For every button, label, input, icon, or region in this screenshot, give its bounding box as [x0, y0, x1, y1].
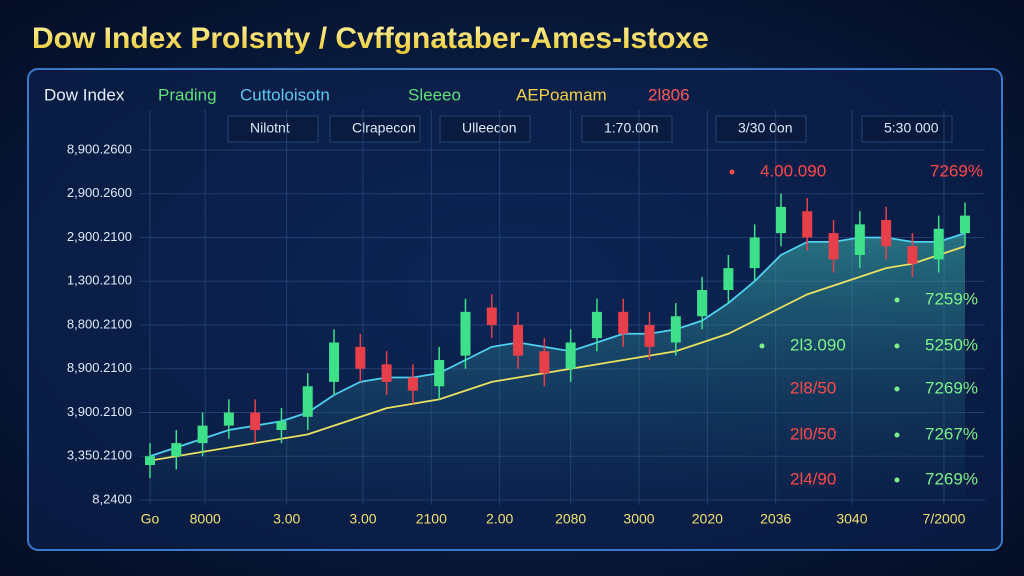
y-tick-label: 8,2400 — [92, 491, 132, 506]
x-tick-label: 3000 — [623, 511, 654, 527]
candle-body — [145, 456, 155, 465]
candle-body — [775, 206, 786, 234]
x-tick-label: Go — [141, 511, 160, 527]
header-label: 2l806 — [648, 85, 690, 104]
moving-average-line — [149, 245, 966, 462]
candle-body — [881, 220, 892, 247]
x-tick-label: 7/2000 — [923, 511, 966, 527]
candle-body — [197, 425, 208, 444]
annotation: 7267% — [925, 424, 978, 443]
candle-body — [223, 412, 234, 426]
candle-body — [644, 325, 655, 347]
annotation-dot — [729, 169, 735, 175]
candle-body — [381, 364, 392, 382]
area — [150, 233, 965, 500]
annotation: 7269% — [925, 469, 978, 488]
x-tick-label: 3.00 — [349, 511, 376, 527]
candle-body — [723, 268, 734, 290]
annotation-dot — [759, 343, 765, 349]
candle-body — [618, 311, 629, 334]
annotation: 2l3.090 — [790, 335, 846, 354]
y-tick-label: 3,350.2100 — [67, 448, 132, 463]
header-label: Sleeeo — [408, 85, 461, 104]
candle-body — [539, 351, 550, 374]
header-label: AEPoamam — [516, 85, 607, 104]
x-tick-label: 2100 — [416, 511, 447, 527]
subheader-label: Ulleecon — [462, 120, 516, 136]
subheader-label: 3/30 0on — [738, 120, 793, 136]
subheader-label: Clrapecon — [352, 120, 416, 136]
candle-body — [434, 360, 445, 387]
candle-body — [302, 386, 313, 417]
candle-body — [670, 316, 681, 343]
subheader-box — [861, 115, 953, 143]
candle-body — [697, 290, 708, 317]
candle-body — [907, 246, 918, 264]
y-tick-label: 8,900.2600 — [67, 141, 132, 156]
candle-body — [854, 224, 865, 255]
subheader-label: 1:70.00n — [604, 120, 659, 136]
candle-body — [276, 421, 287, 430]
y-tick-label: 3,900.2100 — [67, 404, 132, 419]
annotation: 2l8/50 — [790, 378, 836, 397]
subheader-box — [715, 115, 807, 143]
x-tick-label: 2036 — [760, 511, 791, 527]
y-tick-label: 8,900.2100 — [67, 360, 132, 375]
subheader-label: 5:30 000 — [884, 120, 939, 136]
subheader-box — [329, 115, 421, 143]
candle-body — [355, 346, 366, 369]
header-label: Prading — [158, 85, 217, 104]
annotation-dot — [894, 297, 900, 303]
subheader-label: Nilotnt — [250, 120, 290, 136]
plot: Dow Index Prading Cuttoloisotn Sleeeo AEPoam… — [44, 85, 985, 527]
chart-title: Dow Index Prolsnty / Cvffgnataber-Ames-I… — [32, 22, 709, 55]
annotation: 7269% — [925, 378, 978, 397]
candle-body — [407, 377, 418, 391]
header-label: Dow Index — [44, 85, 125, 104]
y-tick-label: 8,800.2100 — [67, 316, 132, 331]
y-tick-label: 2,900.2100 — [67, 229, 132, 244]
x-tick-label: 2080 — [555, 511, 586, 527]
candle-body — [513, 325, 524, 356]
annotation-dot — [894, 343, 900, 349]
candle-body — [828, 233, 839, 260]
subheader-box — [439, 115, 531, 143]
candle-body — [960, 215, 970, 234]
y-tick-label: 2,900.2600 — [67, 185, 132, 200]
annotation: 4.00.090 — [760, 161, 826, 180]
candle-body — [933, 228, 944, 260]
x-tick-label: 3040 — [836, 511, 867, 527]
annotation: 5250% — [925, 335, 978, 354]
annotation: 2l0/50 — [790, 424, 836, 443]
x-tick-label: 3.00 — [273, 511, 300, 527]
subheader-box — [227, 115, 319, 143]
candle-body — [460, 311, 471, 356]
y-tick-label: 1,300.2100 — [67, 273, 132, 288]
annotation: 2l4/90 — [790, 469, 836, 488]
annotation-dot — [894, 386, 900, 392]
candle-body — [171, 443, 182, 457]
x-tick-label: 2.00 — [486, 511, 513, 527]
subheader-box — [581, 115, 673, 143]
annotation: 7269% — [930, 161, 983, 180]
candle-body — [329, 342, 340, 382]
x-tick-label: 2020 — [692, 511, 723, 527]
candle-body — [486, 307, 497, 325]
candle-body — [565, 342, 576, 369]
annotation-dot — [894, 477, 900, 483]
candle-body — [250, 412, 261, 430]
annotation-dot — [894, 432, 900, 438]
candle-body — [802, 211, 813, 238]
candle-body — [591, 311, 602, 339]
annotation: 7259% — [925, 289, 978, 308]
candle-body — [749, 237, 760, 269]
header-label: Cuttoloisotn — [240, 85, 330, 104]
x-tick-label: 8000 — [190, 511, 221, 527]
